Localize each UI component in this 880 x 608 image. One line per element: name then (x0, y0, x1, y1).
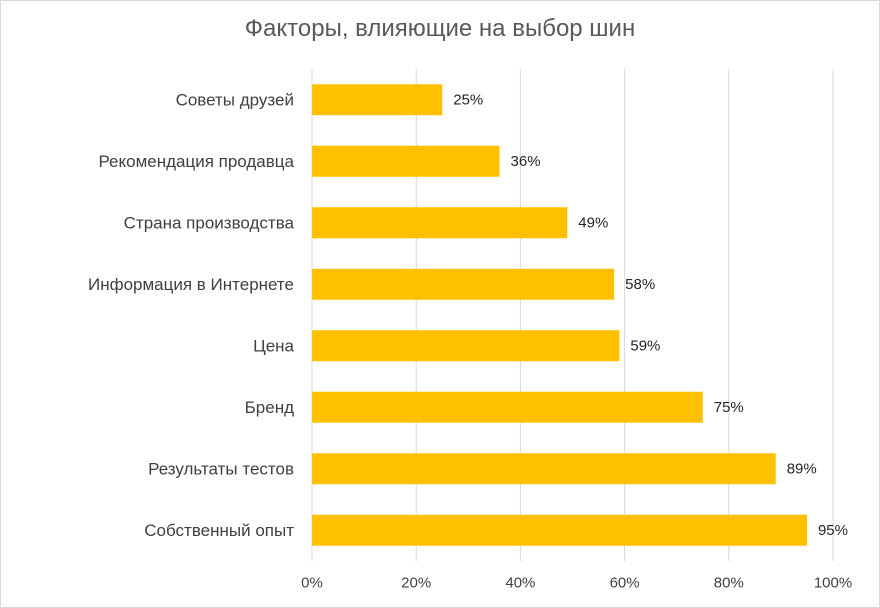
data-label: 58% (625, 276, 655, 293)
category-label: Информация в Интернете (88, 275, 294, 294)
data-label: 59% (630, 337, 660, 354)
x-tick-label: 100% (814, 575, 852, 592)
data-label: 36% (511, 153, 541, 170)
bar-6 (312, 391, 703, 423)
data-label: 95% (818, 522, 848, 539)
x-tick-label: 40% (505, 575, 535, 592)
x-tick-label: 20% (401, 575, 431, 592)
bar-3 (312, 207, 568, 239)
category-label: Страна производства (124, 213, 295, 232)
x-tick-label: 60% (610, 575, 640, 592)
bar-4 (312, 268, 615, 300)
bar-1 (312, 84, 443, 116)
category-label: Советы друзей (176, 90, 294, 109)
category-label: Цена (253, 336, 294, 355)
data-label: 25% (453, 91, 483, 108)
bar-2 (312, 145, 500, 177)
category-label: Собственный опыт (144, 521, 294, 540)
bar-5 (312, 330, 620, 362)
data-label: 89% (787, 460, 817, 477)
category-label: Бренд (245, 398, 294, 417)
category-label: Рекомендация продавца (98, 152, 294, 171)
chart-title: Факторы, влияющие на выбор шин (244, 15, 636, 42)
x-tick-label: 80% (714, 575, 744, 592)
bar-7 (312, 453, 776, 485)
category-label: Результаты тестов (148, 459, 294, 478)
bar-8 (312, 514, 807, 546)
data-label: 49% (578, 214, 608, 231)
data-label: 75% (714, 399, 744, 416)
x-tick-label: 0% (301, 575, 323, 592)
